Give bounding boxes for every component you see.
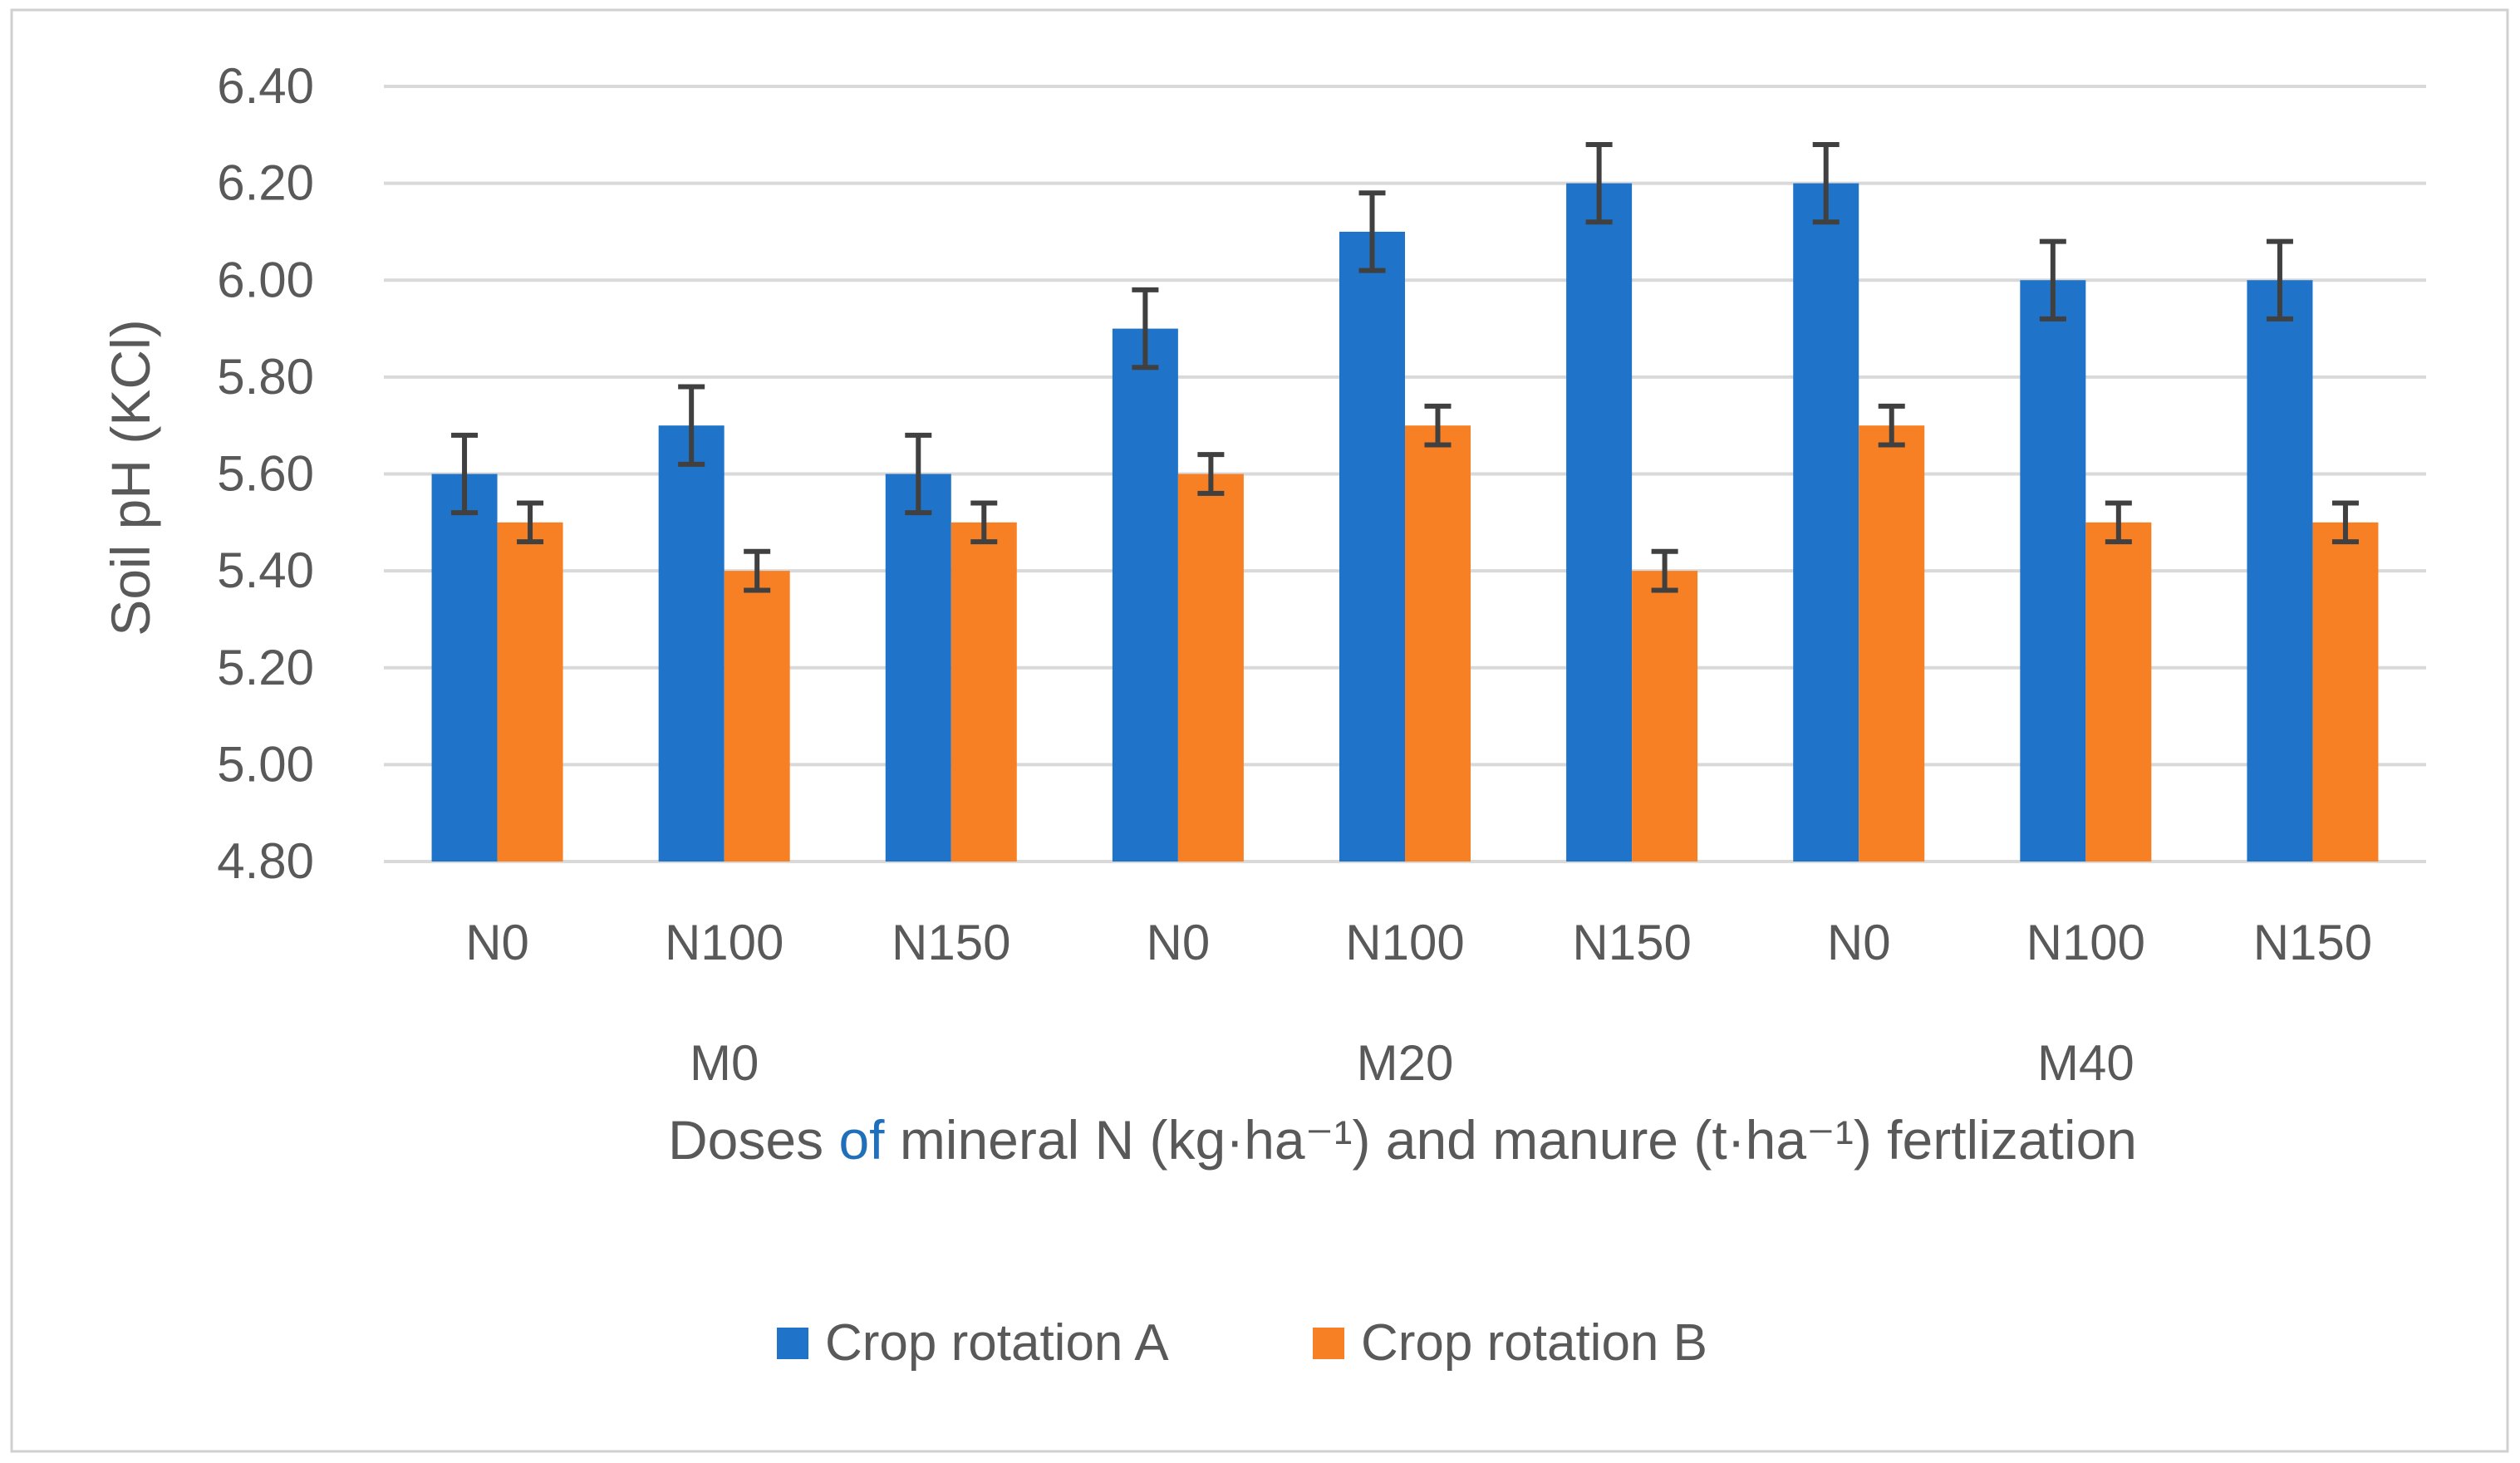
y-tick-label: 5.20 — [217, 640, 314, 695]
error-bar — [1651, 548, 1678, 593]
bar-crop-rotation-a — [658, 425, 725, 862]
bar-crop-rotation-b — [1859, 425, 1925, 862]
error-bar — [905, 432, 932, 516]
x-tick-label: N100 — [1345, 915, 1464, 970]
error-bar — [1424, 403, 1452, 448]
y-tick-label: 4.80 — [217, 833, 314, 889]
legend: Crop rotation A Crop rotation B — [777, 1314, 1707, 1372]
bars — [431, 183, 2379, 862]
bar-crop-rotation-b — [724, 571, 790, 862]
y-tick-label: 5.40 — [217, 542, 314, 598]
x-group-label: M20 — [1357, 1035, 1454, 1091]
error-bar — [1197, 452, 1225, 496]
y-tick-label: 5.80 — [217, 349, 314, 405]
bar-crop-rotation-a — [1339, 231, 1405, 862]
x-group-label: M40 — [2037, 1035, 2134, 1091]
x-axis-title: Doses of mineral N (kg·ha⁻¹) and manure … — [668, 1109, 2137, 1171]
x-tick-label: N100 — [665, 915, 784, 970]
bar-crop-rotation-a — [885, 474, 951, 862]
x-tick-label: N100 — [2026, 915, 2145, 970]
error-bar — [1878, 403, 1905, 448]
legend-swatch — [1313, 1328, 1344, 1359]
y-axis-ticks: 6.40 6.20 6.00 5.80 5.60 5.40 5.20 5.00 4.80 — [217, 58, 314, 889]
error-bar — [744, 548, 771, 593]
y-tick-label: 6.40 — [217, 58, 314, 114]
error-bar — [2266, 238, 2293, 322]
error-bar — [1132, 287, 1159, 371]
bar-crop-rotation-a — [1566, 183, 1633, 862]
bar-crop-rotation-b — [2085, 522, 2152, 862]
bar-crop-rotation-a — [2020, 280, 2086, 862]
bar-crop-rotation-a — [2247, 280, 2313, 862]
legend-swatch — [777, 1328, 808, 1359]
x-axis-title-part3: mineral N (kg·ha⁻¹) and manure (t·ha⁻¹) … — [884, 1109, 2137, 1171]
x-tick-label: N0 — [465, 915, 529, 970]
x-axis-ticks: N0 N100 N150 N0 N100 N150 N0 N100 N150 — [465, 915, 2372, 970]
x-tick-label: N150 — [892, 915, 1010, 970]
bar-crop-rotation-a — [1112, 328, 1178, 862]
bar-crop-rotation-b — [951, 522, 1017, 862]
bar-crop-rotation-b — [1177, 474, 1244, 862]
error-bar — [2039, 238, 2066, 322]
error-bar — [517, 500, 544, 545]
bar-crop-rotation-b — [2312, 522, 2379, 862]
bar-crop-rotation-a — [1793, 183, 1859, 862]
bar-crop-rotation-a — [431, 474, 498, 862]
x-tick-label: N0 — [1147, 915, 1211, 970]
bar-crop-rotation-b — [1632, 571, 1698, 862]
legend-label: Crop rotation B — [1361, 1314, 1707, 1372]
error-bar — [678, 384, 705, 467]
y-axis-title: Soil pH (KCl) — [100, 319, 161, 636]
y-tick-label: 5.00 — [217, 736, 314, 792]
error-bar — [2331, 500, 2359, 545]
bar-crop-rotation-b — [497, 522, 563, 862]
bar-crop-rotation-b — [1405, 425, 1471, 862]
error-bar — [1812, 141, 1840, 225]
x-axis-groups: M0 M20 M40 — [690, 1035, 2134, 1091]
y-tick-label: 6.00 — [217, 252, 314, 307]
x-axis-title-accent: of — [838, 1109, 885, 1171]
error-bar — [451, 432, 479, 516]
x-group-label: M0 — [690, 1035, 759, 1091]
x-tick-label: N150 — [1572, 915, 1691, 970]
error-bars — [451, 141, 2359, 593]
error-bar — [2105, 500, 2132, 545]
y-tick-label: 6.20 — [217, 155, 314, 211]
error-bar — [1358, 190, 1386, 273]
x-tick-label: N150 — [2253, 915, 2372, 970]
error-bar — [1585, 141, 1613, 225]
y-tick-label: 5.60 — [217, 446, 314, 502]
x-axis-title-part1: Doses — [668, 1109, 838, 1171]
error-bar — [970, 500, 998, 545]
x-tick-label: N0 — [1827, 915, 1891, 970]
legend-label: Crop rotation A — [825, 1314, 1169, 1372]
